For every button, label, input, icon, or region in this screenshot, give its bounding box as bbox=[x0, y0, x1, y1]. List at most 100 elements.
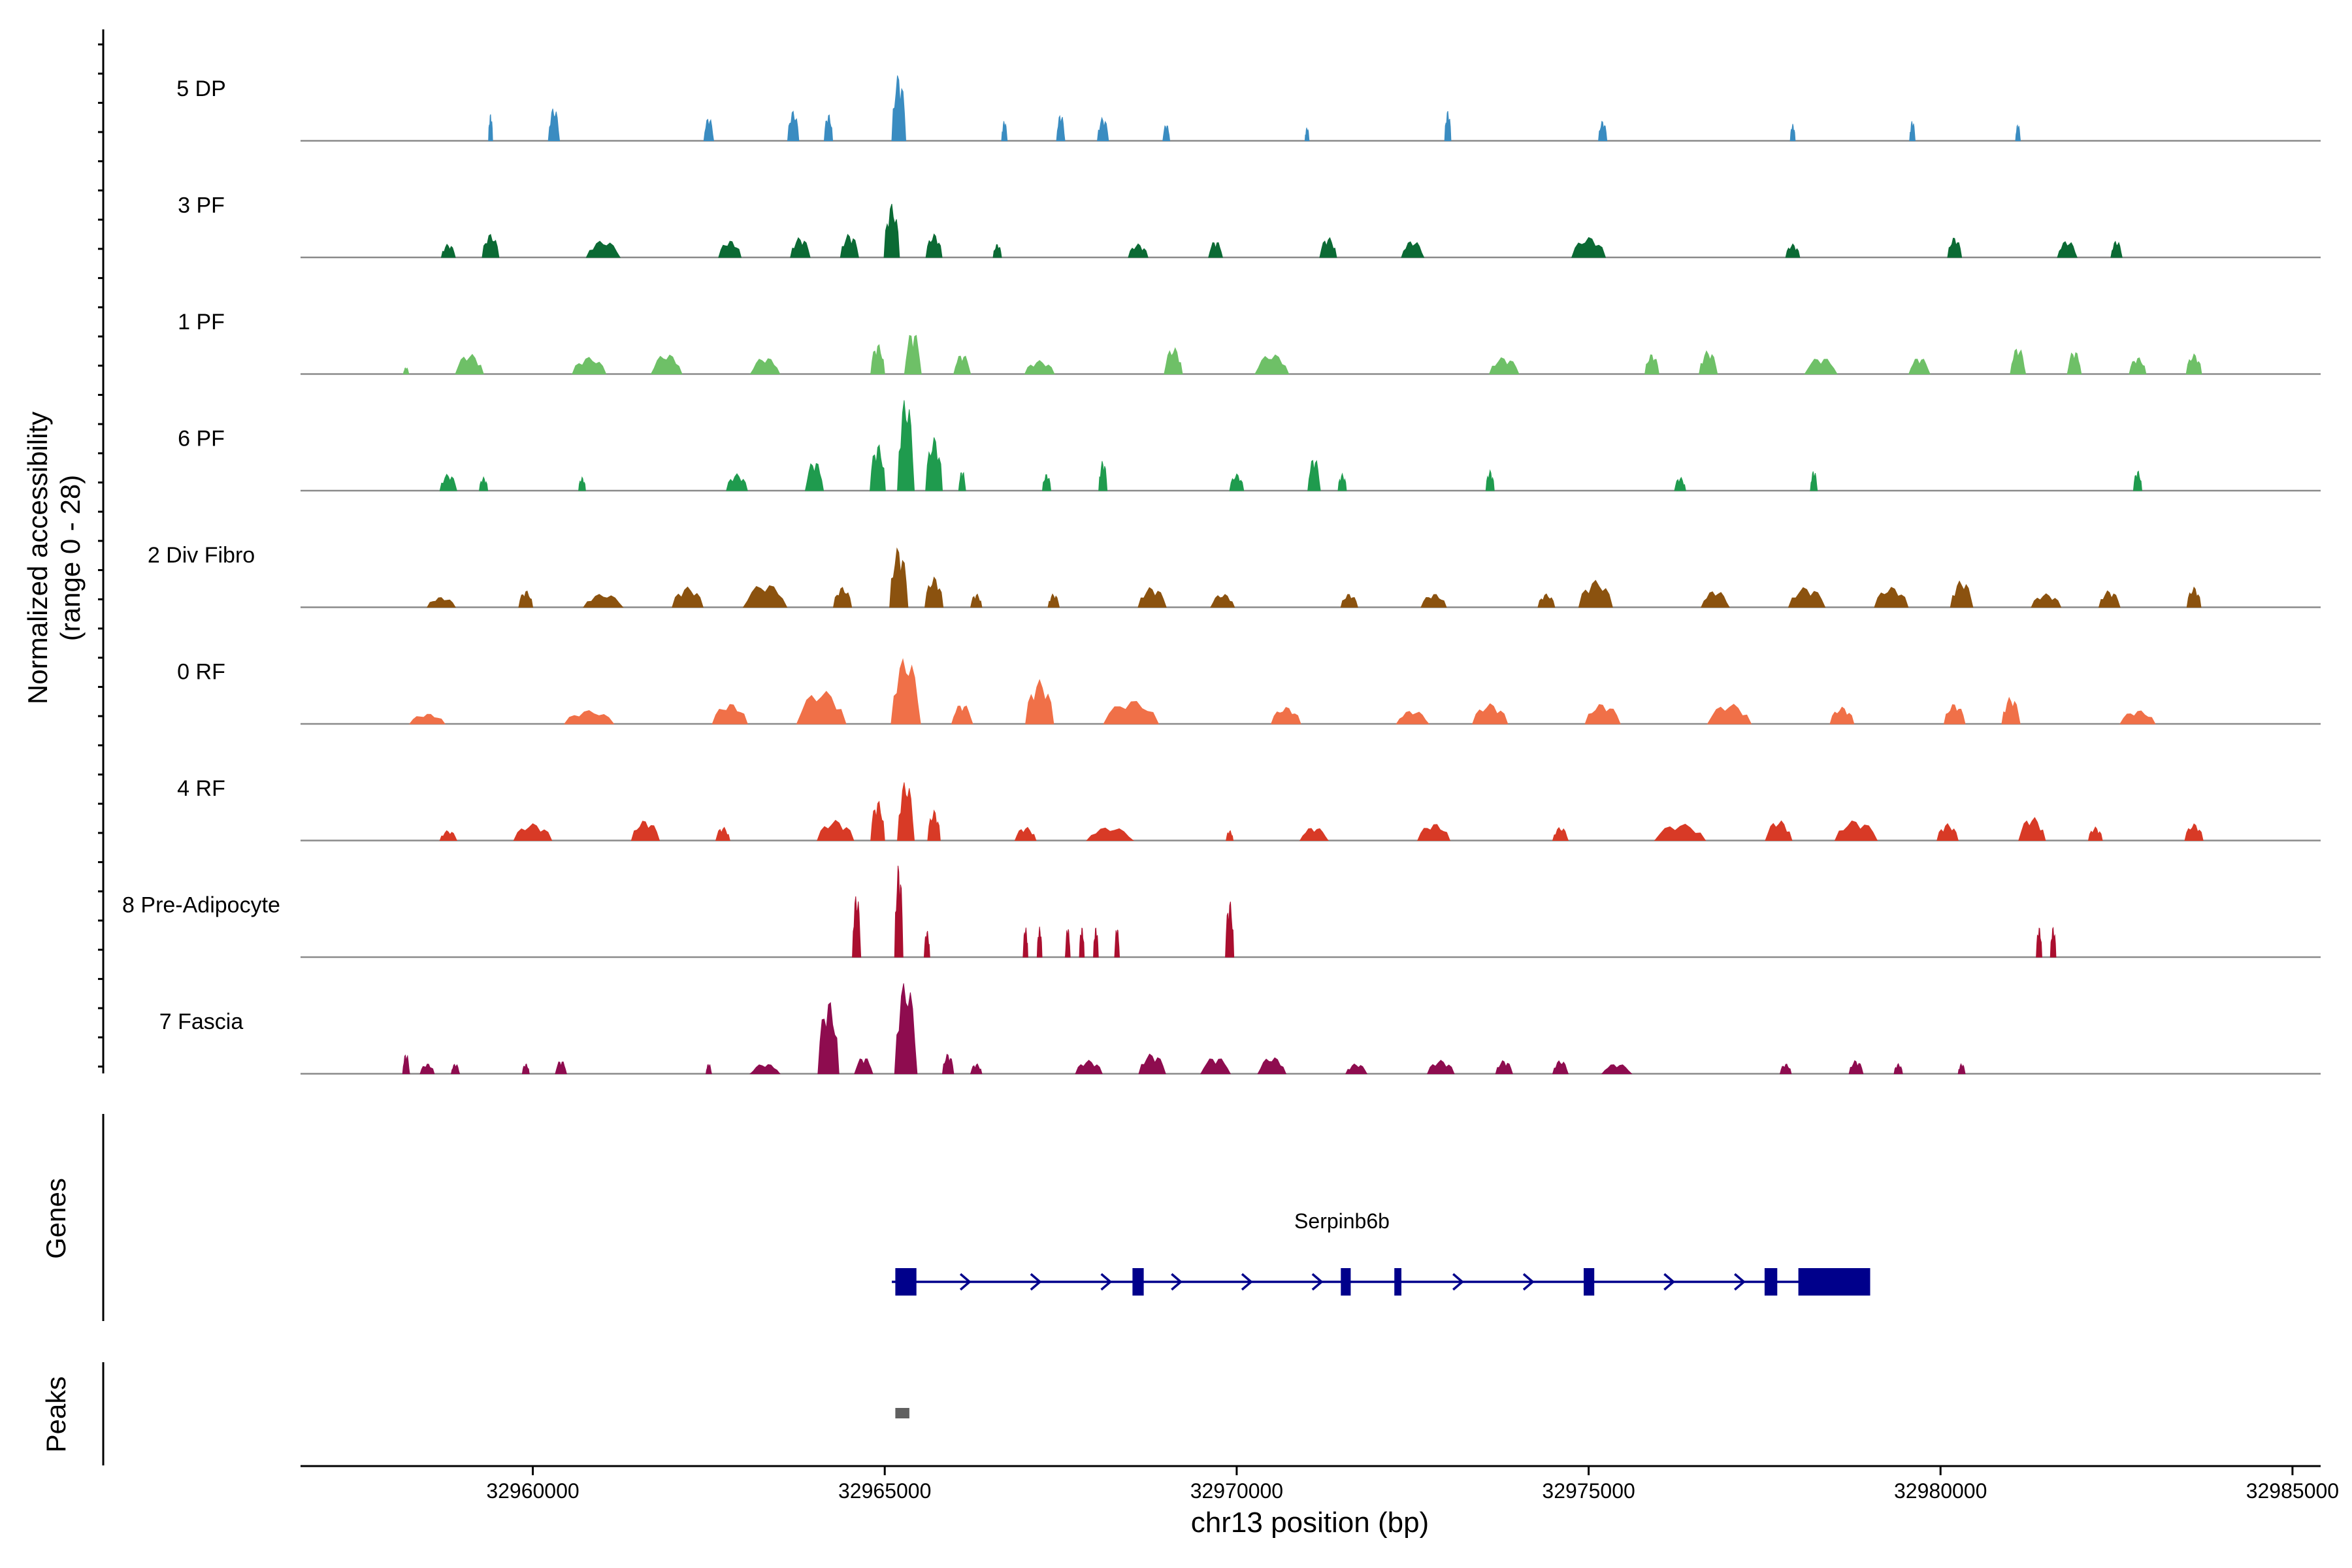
coverage-peak bbox=[840, 233, 859, 258]
coverage-peak bbox=[817, 819, 855, 841]
coverage-peak bbox=[2018, 817, 2046, 841]
coverage-peak bbox=[1164, 347, 1183, 374]
coverage-peak bbox=[2186, 586, 2202, 608]
coverage-peak bbox=[2066, 352, 2082, 374]
coverage-peak bbox=[583, 594, 624, 608]
coverage-peak bbox=[1472, 703, 1509, 725]
coverage-peak bbox=[1909, 121, 1916, 141]
coverage-peak bbox=[923, 930, 930, 958]
x-tick-label: 32980000 bbox=[1894, 1479, 1987, 1503]
coverage-peak bbox=[650, 354, 683, 374]
coverage-peak bbox=[1834, 820, 1878, 841]
coverage-peak bbox=[1552, 826, 1569, 841]
coverage-peak bbox=[1789, 123, 1796, 141]
track-2-div-fibro: 2 Div Fibro bbox=[148, 543, 2321, 608]
coverage-peak bbox=[1047, 593, 1060, 608]
coverage-peak bbox=[1304, 127, 1310, 141]
coverage-peak bbox=[1208, 242, 1223, 258]
coverage-peak bbox=[1022, 927, 1028, 958]
coverage-peak bbox=[402, 1054, 410, 1074]
coverage-peak bbox=[889, 547, 909, 608]
strand-arrow bbox=[1171, 1273, 1183, 1291]
coverage-peak bbox=[1086, 827, 1134, 841]
coverage-peak bbox=[796, 691, 847, 725]
coverage-peak bbox=[1128, 243, 1149, 258]
coverage-peak bbox=[804, 463, 825, 491]
track-label: 2 Div Fibro bbox=[148, 543, 255, 568]
coverage-peak bbox=[1601, 1064, 1633, 1074]
strand-arrow bbox=[1522, 1273, 1535, 1291]
coverage-peak bbox=[1064, 929, 1071, 958]
coverage-peak bbox=[924, 576, 944, 608]
coverage-peak bbox=[427, 597, 456, 608]
coverage-peak bbox=[883, 204, 900, 258]
coverage-peak bbox=[1765, 820, 1793, 841]
coverage-peak bbox=[1319, 237, 1337, 258]
coverage-peak bbox=[1138, 1053, 1166, 1074]
coverage-peak bbox=[1075, 1060, 1103, 1074]
coverage-peak bbox=[2185, 353, 2202, 374]
coverage-peak bbox=[2010, 348, 2027, 374]
coverage-peak bbox=[2050, 926, 2057, 958]
peak-regions bbox=[895, 1408, 909, 1418]
coverage-peak bbox=[904, 335, 922, 374]
coverage-peak bbox=[1943, 704, 1966, 725]
coverage-peak bbox=[2036, 927, 2042, 958]
coverage-peak bbox=[1337, 472, 1347, 491]
coverage-peak bbox=[1401, 241, 1425, 258]
coverage-peak bbox=[547, 108, 561, 141]
coverage-peak bbox=[1699, 350, 1718, 374]
coverage-peak bbox=[440, 243, 456, 258]
coverage-peak bbox=[1788, 587, 1826, 608]
gene-exon bbox=[1341, 1268, 1351, 1296]
gene-name-label: Serpinb6b bbox=[1294, 1209, 1390, 1233]
coverage-peak bbox=[1957, 1063, 1966, 1074]
coverage-peak bbox=[521, 1063, 530, 1074]
coverage-peak bbox=[1420, 594, 1447, 608]
coverage-peak bbox=[1848, 1060, 1864, 1074]
strand-arrow bbox=[1100, 1273, 1113, 1291]
peak-region bbox=[895, 1408, 909, 1418]
track-3-pf: 3 PF bbox=[178, 193, 2321, 259]
coverage-peak bbox=[823, 114, 834, 141]
coverage-peak bbox=[711, 704, 748, 725]
coverage-peak bbox=[1103, 700, 1160, 725]
coverage-peak bbox=[2031, 593, 2062, 608]
coverage-peak bbox=[1537, 593, 1556, 608]
coverage-peak bbox=[1552, 1060, 1569, 1074]
coverage-peak bbox=[1254, 354, 1290, 374]
gene-model bbox=[892, 1268, 1870, 1296]
coverage-peak bbox=[479, 476, 489, 491]
coverage-peak bbox=[703, 118, 714, 141]
coverage-peak bbox=[1495, 1060, 1513, 1074]
coverage-peak bbox=[1226, 830, 1234, 841]
coverage-peak bbox=[1785, 243, 1801, 258]
coverage-peak bbox=[718, 240, 742, 258]
coverage-peak bbox=[925, 233, 943, 258]
coverage-peak bbox=[518, 591, 534, 608]
coverage-peak bbox=[419, 1064, 435, 1074]
coverage-tracks: 5 DP 3 PF 1 PF 6 PF 2 Div Fibro 0 RF 4 RF 8 Pre… bbox=[122, 75, 2321, 1075]
coverage-peak bbox=[455, 353, 484, 374]
coverage-peak bbox=[1114, 929, 1120, 958]
coverage-peak bbox=[1162, 125, 1171, 141]
coverage-peak bbox=[897, 400, 915, 491]
coverage-peak bbox=[2184, 823, 2204, 841]
coverage-peak bbox=[2119, 710, 2156, 725]
track-0-rf: 0 RF bbox=[177, 658, 2321, 725]
track-8-pre-adipocyte: 8 Pre-Adipocyte bbox=[122, 866, 2321, 958]
coverage-peak bbox=[1584, 704, 1621, 725]
coverage-peak bbox=[1810, 471, 1818, 491]
genes-panel-label: Genes bbox=[41, 1178, 71, 1259]
coverage-peak bbox=[1299, 828, 1329, 841]
coverage-peak bbox=[1056, 114, 1066, 141]
gene-exon bbox=[895, 1268, 917, 1296]
strand-arrow bbox=[1241, 1273, 1253, 1291]
coverage-peak bbox=[870, 344, 885, 374]
coverage-peak bbox=[1041, 474, 1052, 491]
coverage-peak bbox=[854, 1058, 874, 1074]
coverage-peak bbox=[1396, 711, 1430, 725]
coverage-peak bbox=[742, 585, 788, 608]
coverage-peak bbox=[817, 1002, 840, 1074]
